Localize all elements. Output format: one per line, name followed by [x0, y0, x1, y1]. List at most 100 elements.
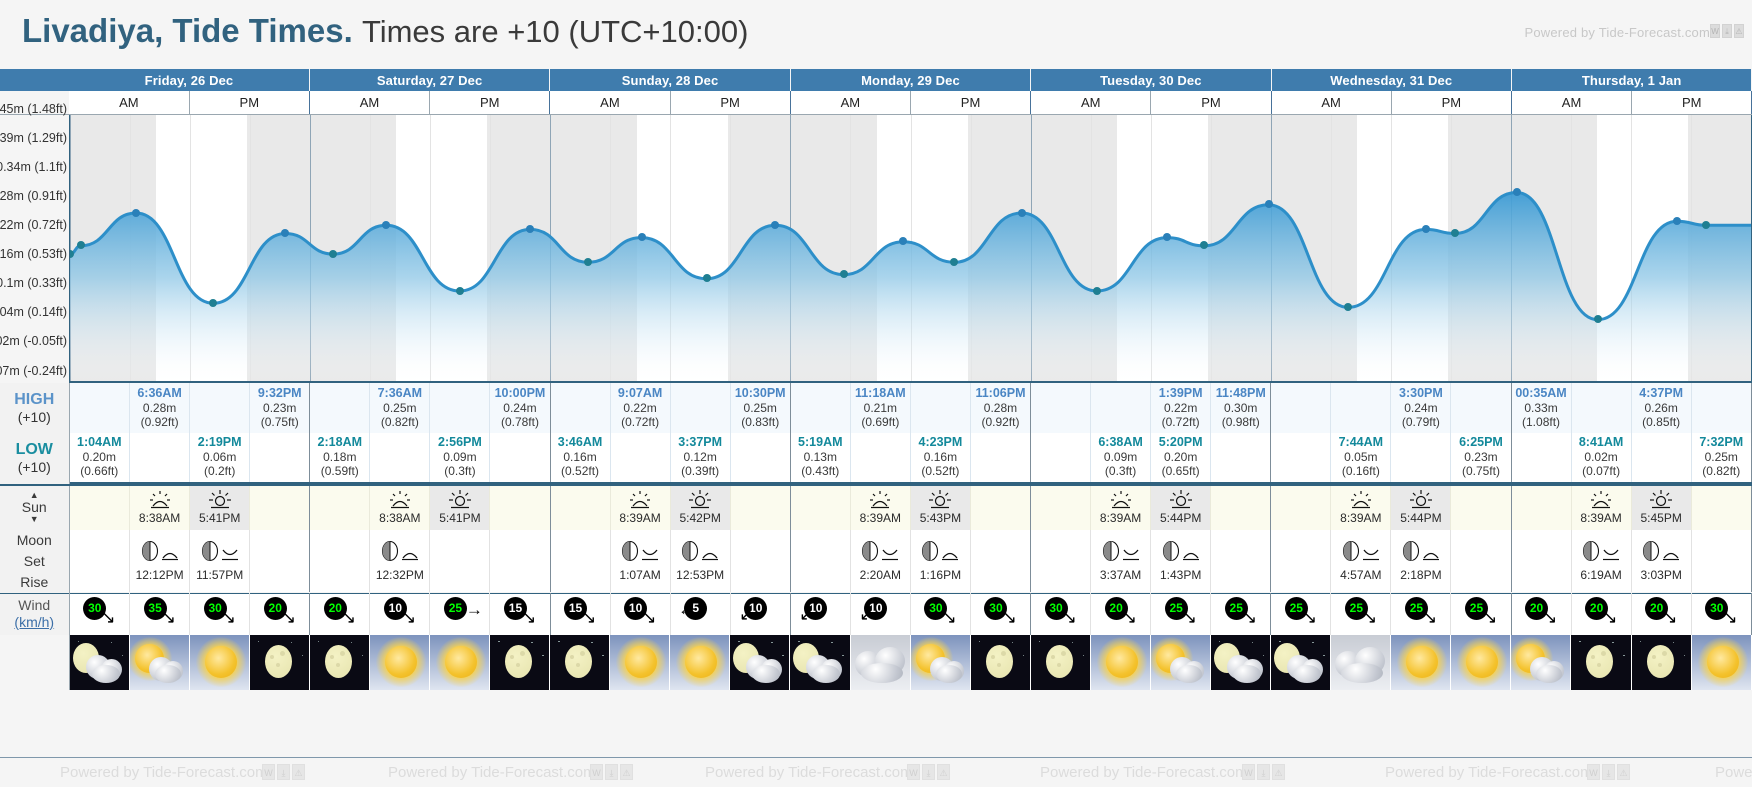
quarter-gridline: [1330, 114, 1332, 381]
tide-time: 7:32PM: [1699, 435, 1744, 450]
tide-curve-svg: [70, 190, 1751, 381]
grid-corner: [0, 69, 69, 91]
sun-icon: [1105, 645, 1138, 678]
sun-rise-icon: [1110, 491, 1131, 509]
wind-badge: 30 ↘: [920, 596, 960, 627]
sunset-time: 5:44PM: [1400, 511, 1442, 525]
weather-icon-clear-night: [1631, 634, 1692, 690]
wind-cell-20: 25 ↘: [1270, 593, 1332, 635]
low-label-text: LOW: [15, 441, 53, 458]
wind-badge: 25 ↘: [1281, 596, 1321, 627]
tide-height-m: 0.25m: [383, 400, 417, 415]
high-tide-cell-16: [1030, 382, 1092, 433]
footer-flags-2: W ⤓ ⚠: [590, 764, 633, 780]
quarter-gridline: [730, 114, 732, 381]
moon-cell-5: 12:32PM: [369, 530, 431, 593]
cloud-icon: [91, 664, 120, 683]
moon-cell-3: [249, 530, 311, 593]
sun-cell-16: [1030, 485, 1092, 530]
day-header-3: Monday, 29 Dec: [790, 69, 1032, 91]
wind-cell-23: 25 ↘: [1450, 593, 1512, 635]
tide-height-m: 0.06m: [202, 450, 237, 465]
ampm-4-pm: PM: [1150, 91, 1272, 115]
tide-height-m: 0.25m: [743, 400, 777, 415]
ampm-row: AM PM AM PM AM PM AM PM AM PM AM PM AM P…: [0, 91, 1752, 115]
tide-height-ft: (0.98ft): [1221, 414, 1260, 429]
wind-direction-se-icon: ↘: [521, 607, 537, 627]
day-gridline: [70, 114, 71, 381]
sun-cell-17: 8:39AM: [1090, 485, 1152, 530]
wind-badge: 30 ↘: [980, 596, 1020, 627]
wind-badge: 10 ↙: [799, 596, 840, 627]
weather-cell-18: [1150, 634, 1211, 690]
moon-rise-icon: [1362, 549, 1379, 561]
high-tide-cell-5: 7:36AM 0.25m (0.82ft): [369, 382, 431, 433]
moon-set-time: 1:16PM: [919, 568, 962, 583]
weather-cell-3: [249, 634, 310, 690]
weather-cell-1: [129, 634, 190, 690]
low-tide-cell-21: 7:44AM 0.05m (0.16ft): [1330, 432, 1392, 484]
weather-icon-sunny: [429, 634, 491, 690]
weather-cell-7: [490, 634, 551, 690]
wind-badge: 25 →: [440, 596, 483, 627]
wind-speed: 30: [1044, 596, 1068, 620]
wind-cell-14: 30 ↘: [910, 593, 971, 635]
share-icon: ⤓: [605, 764, 618, 780]
tide-height-ft: (0.92ft): [981, 414, 1020, 429]
ampm-3-am: AM: [790, 91, 911, 115]
high-tide-cell-12: [790, 382, 851, 433]
weather-icon-sun-cloudy: [1511, 634, 1572, 690]
tide-time: 6:25PM: [1459, 435, 1503, 450]
sunset-time: 5:44PM: [1159, 511, 1202, 525]
wind-badge: 10 ↙: [739, 596, 780, 627]
low-tide-cell-5: [369, 432, 431, 484]
alert-icon: ⚠: [1272, 764, 1285, 780]
tide-height-ft: (0.16ft): [1341, 464, 1380, 479]
tide-time: 2:19PM: [197, 435, 242, 450]
low-tide-cell-6: 2:56PM 0.09m (0.3ft): [429, 432, 491, 484]
footer-flags-5: W ⤓ ⚠: [1587, 764, 1630, 780]
tide-height-m: 0.26m: [1644, 400, 1678, 415]
sun-rise-icon: [1591, 491, 1612, 509]
moon-set-time: 3:03PM: [1640, 568, 1682, 583]
tide-height-m: 0.23m: [1464, 450, 1498, 465]
tide-height-m: 0.28m: [983, 400, 1018, 415]
tide-height-m: 0.30m: [1224, 400, 1258, 415]
tide-extreme-marker: [702, 274, 711, 283]
tide-height-m: 0.22m: [623, 400, 657, 415]
weather-cell-25: [1571, 634, 1632, 690]
low-tide-cell-2: 2:19PM 0.06m (0.2ft): [189, 432, 251, 484]
tide-extreme-marker: [1092, 286, 1101, 295]
tide-area: [70, 192, 1751, 381]
sun-cell-2: 5:41PM: [189, 485, 251, 530]
ampm-1-am: AM: [309, 91, 431, 115]
sun-cell-12: [790, 485, 851, 530]
tide-time: 6:38AM: [1098, 435, 1143, 450]
tide-height-m: 0.22m: [1163, 400, 1198, 415]
weather-icon-clear-night: [309, 634, 370, 690]
wind-cell-10: 5 ←: [670, 593, 731, 635]
tide-height-ft: (0.78ft): [500, 414, 539, 429]
tide-extreme-marker: [1512, 187, 1521, 196]
moon-table: 12:12PM 11:57PM 12:32PM 1:07AM 12:53PM 2:20AM…: [69, 530, 1752, 593]
high-tide-cell-4: [309, 382, 371, 433]
wind-unit-link[interactable]: (km/h): [14, 614, 55, 630]
cloud-icon: [1232, 664, 1261, 683]
moon-set-icon: [1182, 553, 1199, 561]
weather-icon-clear-night: [970, 634, 1031, 690]
low-tide-cell-17: 6:38AM 0.09m (0.3ft): [1090, 432, 1152, 484]
wind-badge: 20 ↘: [260, 596, 300, 627]
moon-phase-icon: [1102, 541, 1119, 562]
flag-icon: W: [262, 764, 275, 780]
wind-cell-6: 25 →: [429, 593, 491, 635]
wind-speed: 15: [503, 596, 527, 620]
low-tide-table: 1:04AM 0.20m (0.66ft) 2:19PM 0.06m (0.2ft) 2:1…: [69, 432, 1752, 484]
sun-cell-20: [1270, 485, 1332, 530]
wind-badge: 25 ↘: [1461, 596, 1501, 627]
weather-icon-sunny: [1391, 634, 1452, 690]
sun-set-icon: [1650, 490, 1673, 509]
moon-phase-icon: [1643, 541, 1660, 562]
tide-height-m: 0.21m: [863, 400, 898, 415]
sun-cell-10: 5:42PM: [670, 485, 731, 530]
wind-badge: 15 ↘: [500, 596, 540, 627]
